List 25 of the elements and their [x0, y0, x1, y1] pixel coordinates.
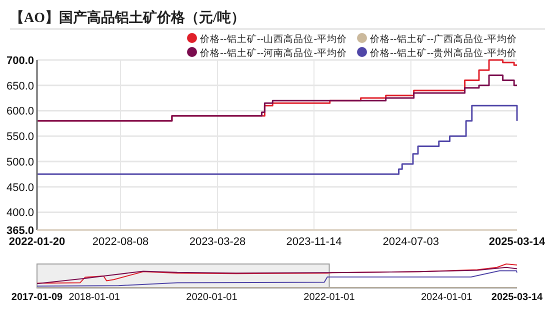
chart-title: 【AO】国产高品铝土矿价格（元/吨） [10, 9, 245, 26]
x-tick-label: 2017-01-09 [11, 292, 64, 303]
x-tick-label: 2024-07-03 [382, 236, 440, 248]
x-tick-label: 2025-03-14 [491, 292, 544, 303]
legend-label: 价格--铝土矿--山西高品位-平均价 [199, 33, 348, 45]
y-tick-label: 400.0 [6, 207, 34, 220]
y-tick-label: 700.0 [6, 55, 34, 67]
x-tick-label: 2022-01-20 [8, 236, 66, 248]
legend-label: 价格--铝土矿--河南高品位-平均价 [199, 47, 348, 59]
x-tick-label: 2022-08-08 [92, 236, 149, 248]
x-tick-label: 2022-01-01 [304, 292, 356, 303]
y-tick-label: 450.0 [6, 182, 34, 194]
legend-label: 价格--铝土矿--贵州高品位-平均价 [369, 47, 518, 59]
x-tick-label: 2020-01-01 [186, 292, 238, 303]
x-tick-label: 2023-11-14 [286, 236, 342, 248]
x-tick-label: 2018-01-01 [68, 292, 120, 303]
y-tick-label: 650.0 [6, 80, 34, 92]
y-tick-label: 600.0 [6, 106, 34, 118]
y-tick-label: 500.0 [6, 156, 34, 168]
x-tick-label: 2023-03-28 [189, 236, 246, 248]
legend-label: 价格--铝土矿--广西高品位-平均价 [369, 33, 518, 45]
x-tick-label: 2024-01-01 [421, 292, 473, 303]
x-tick-label: 2025-03-14 [488, 236, 546, 248]
y-tick-label: 365.0 [6, 225, 34, 237]
y-tick-label: 550.0 [6, 131, 34, 144]
